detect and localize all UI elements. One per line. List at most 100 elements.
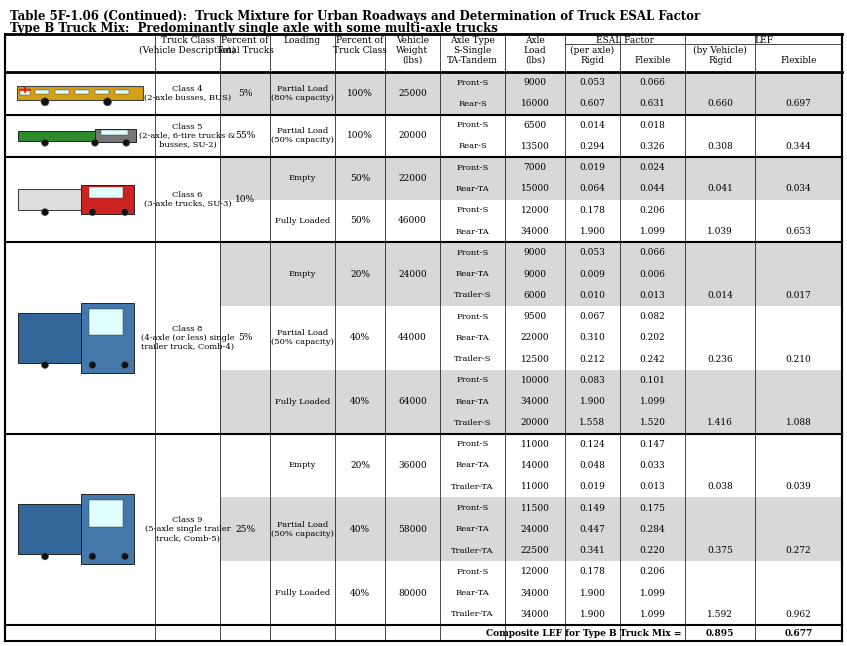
Bar xyxy=(5,242,220,433)
Text: 0.178: 0.178 xyxy=(579,205,606,214)
Text: 0.344: 0.344 xyxy=(786,142,811,151)
Text: 34000: 34000 xyxy=(521,227,550,236)
Text: 36000: 36000 xyxy=(398,461,427,470)
Text: Trailer-TA: Trailer-TA xyxy=(451,483,494,491)
Text: (Vehicle Description): (Vehicle Description) xyxy=(139,46,235,55)
Bar xyxy=(5,561,220,625)
Text: Percent of: Percent of xyxy=(336,36,384,45)
Text: 0.294: 0.294 xyxy=(579,142,606,151)
Text: 1.039: 1.039 xyxy=(707,227,733,236)
Text: 0.006: 0.006 xyxy=(639,269,666,278)
Circle shape xyxy=(89,553,96,560)
Text: Rear-S: Rear-S xyxy=(458,100,487,108)
Text: 9000: 9000 xyxy=(523,269,546,278)
Text: 0.038: 0.038 xyxy=(707,483,733,491)
Text: Flexible: Flexible xyxy=(634,56,671,65)
Bar xyxy=(5,242,220,306)
Text: Partial Load
(50% capacity): Partial Load (50% capacity) xyxy=(271,127,334,145)
Text: 9000: 9000 xyxy=(523,78,546,87)
Text: 1.900: 1.900 xyxy=(579,589,606,598)
Text: Type B Truck Mix:  Predominantly single axle with some multi-axle trucks: Type B Truck Mix: Predominantly single a… xyxy=(10,22,498,35)
Text: LEF: LEF xyxy=(754,36,773,45)
Text: 0.310: 0.310 xyxy=(579,333,606,342)
Text: 40%: 40% xyxy=(350,589,370,598)
Text: 0.607: 0.607 xyxy=(579,99,606,109)
Text: 58000: 58000 xyxy=(398,525,427,534)
Text: 0.082: 0.082 xyxy=(639,312,666,321)
Text: 0.202: 0.202 xyxy=(639,333,665,342)
Text: 7000: 7000 xyxy=(523,163,546,172)
Text: 80000: 80000 xyxy=(398,589,427,598)
Text: Empty: Empty xyxy=(289,461,316,470)
Text: 0.272: 0.272 xyxy=(786,546,811,555)
Bar xyxy=(55,90,69,94)
Text: Trailer-TA: Trailer-TA xyxy=(451,610,494,618)
Text: Rear-TA: Rear-TA xyxy=(456,589,490,597)
Text: 10000: 10000 xyxy=(521,376,550,385)
Text: 6000: 6000 xyxy=(523,291,546,300)
Text: 0.018: 0.018 xyxy=(639,121,666,130)
Text: (by Vehicle): (by Vehicle) xyxy=(693,46,747,55)
Text: 0.220: 0.220 xyxy=(639,546,665,555)
Text: 0.308: 0.308 xyxy=(707,142,733,151)
Bar xyxy=(18,504,82,554)
Text: 0.653: 0.653 xyxy=(785,227,811,236)
Text: 0.034: 0.034 xyxy=(786,185,811,194)
Text: 9000: 9000 xyxy=(523,248,546,257)
Text: 25%: 25% xyxy=(235,525,255,534)
Text: 11000: 11000 xyxy=(521,440,550,449)
Bar xyxy=(101,130,128,135)
Circle shape xyxy=(89,362,96,368)
Circle shape xyxy=(91,140,98,146)
Text: 0.242: 0.242 xyxy=(639,355,665,364)
Text: 0.660: 0.660 xyxy=(707,99,733,109)
Text: Rigid: Rigid xyxy=(580,56,605,65)
Text: Rear-TA: Rear-TA xyxy=(456,461,490,470)
Text: Front-S: Front-S xyxy=(457,377,489,384)
Text: 13500: 13500 xyxy=(521,142,550,151)
Bar xyxy=(81,185,134,214)
Text: 25000: 25000 xyxy=(398,89,427,98)
Circle shape xyxy=(42,140,48,146)
Text: 0.631: 0.631 xyxy=(639,99,666,109)
Text: 0.067: 0.067 xyxy=(579,312,606,321)
Text: 1.900: 1.900 xyxy=(579,227,606,236)
Text: Trailer-TA: Trailer-TA xyxy=(451,547,494,554)
Text: 0.375: 0.375 xyxy=(707,546,733,555)
Bar xyxy=(5,306,220,370)
Text: 14000: 14000 xyxy=(521,461,550,470)
Text: 20000: 20000 xyxy=(398,131,427,140)
Text: 0.236: 0.236 xyxy=(707,355,733,364)
Text: 0.014: 0.014 xyxy=(579,121,606,130)
Bar xyxy=(35,90,49,94)
Bar xyxy=(5,497,220,561)
Text: Percent of: Percent of xyxy=(221,36,268,45)
Text: Rear-TA: Rear-TA xyxy=(456,334,490,342)
Circle shape xyxy=(103,98,112,106)
Text: 5%: 5% xyxy=(238,333,252,342)
Text: Class 6
(3-axle trucks, SU-3): Class 6 (3-axle trucks, SU-3) xyxy=(144,191,231,208)
Text: 1.558: 1.558 xyxy=(579,419,606,428)
Bar xyxy=(220,370,842,433)
Bar xyxy=(18,313,82,363)
Text: 6500: 6500 xyxy=(523,121,546,130)
Text: 0.962: 0.962 xyxy=(786,610,811,619)
Text: 40%: 40% xyxy=(350,525,370,534)
Text: Axle Type: Axle Type xyxy=(450,36,495,45)
Bar xyxy=(81,303,134,373)
Text: Partial Load
(50% capacity): Partial Load (50% capacity) xyxy=(271,521,334,538)
Text: Fully Loaded: Fully Loaded xyxy=(275,589,330,597)
Text: Partial Load
(80% capacity): Partial Load (80% capacity) xyxy=(271,85,334,102)
Text: 10%: 10% xyxy=(235,195,255,204)
Text: 100%: 100% xyxy=(347,131,373,140)
Text: 50%: 50% xyxy=(350,174,370,183)
Text: 0.033: 0.033 xyxy=(639,461,665,470)
Text: 0.024: 0.024 xyxy=(639,163,666,172)
Text: 20000: 20000 xyxy=(521,419,550,428)
Text: Loading: Loading xyxy=(284,36,321,45)
Text: 5%: 5% xyxy=(238,89,252,98)
Text: Truck Class: Truck Class xyxy=(333,46,387,55)
Bar xyxy=(220,157,842,200)
Bar xyxy=(5,34,842,72)
Bar xyxy=(220,433,842,497)
